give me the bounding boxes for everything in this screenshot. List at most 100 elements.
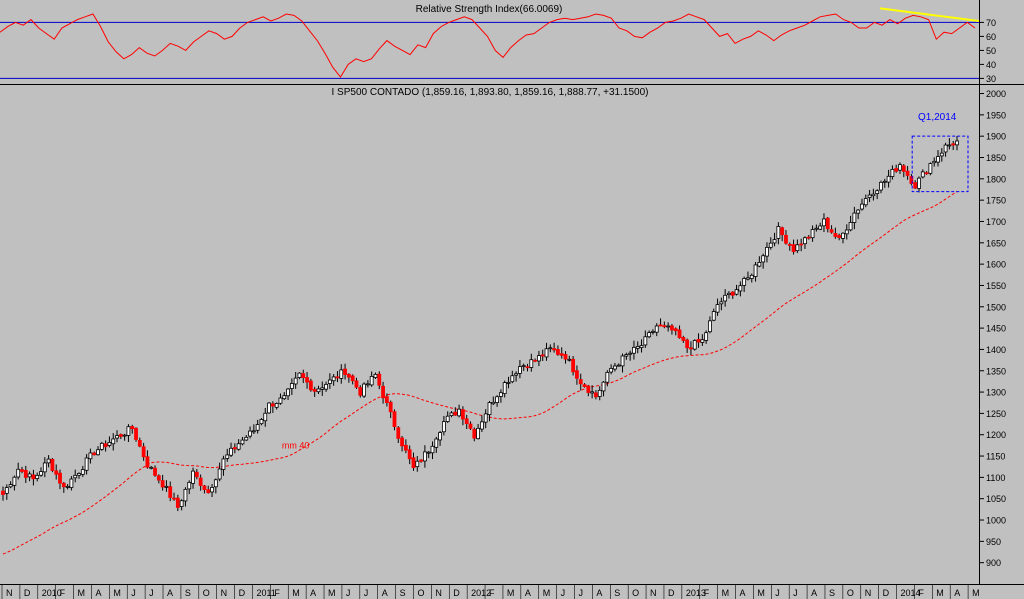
candle-body-up bbox=[772, 239, 777, 244]
candle bbox=[548, 344, 553, 353]
price-tick-label: 1700 bbox=[986, 217, 1006, 227]
candle bbox=[639, 339, 644, 353]
candle bbox=[765, 242, 769, 263]
candle-body-down bbox=[905, 170, 910, 176]
candle bbox=[438, 430, 442, 446]
candle-body-up bbox=[609, 368, 614, 373]
candle bbox=[183, 487, 188, 507]
candle bbox=[229, 442, 233, 458]
candle bbox=[920, 169, 925, 179]
candle-body-up bbox=[434, 438, 439, 448]
candle-body-up bbox=[692, 340, 697, 350]
candle-body-down bbox=[453, 411, 458, 416]
candle bbox=[324, 381, 328, 392]
price-tick-label: 1050 bbox=[986, 494, 1006, 504]
candle bbox=[221, 455, 226, 476]
x-tick-label: F bbox=[274, 588, 280, 598]
candle-body-down bbox=[194, 471, 199, 478]
x-tick-label: D bbox=[239, 588, 246, 598]
candle bbox=[708, 316, 712, 334]
candle-body-down bbox=[837, 234, 842, 239]
candle-body-down bbox=[909, 176, 914, 184]
candle-body-down bbox=[350, 375, 355, 382]
x-tick-label: M bbox=[543, 588, 551, 598]
candle bbox=[457, 404, 461, 418]
x-tick-label: A bbox=[596, 588, 602, 598]
candle bbox=[346, 373, 351, 383]
candle bbox=[46, 455, 51, 468]
candle bbox=[255, 419, 260, 434]
candle-body-up bbox=[753, 264, 758, 277]
candle-body-up bbox=[936, 156, 940, 163]
candle bbox=[867, 189, 872, 203]
candle-body-down bbox=[20, 469, 24, 472]
candle bbox=[149, 465, 154, 470]
candlesticks bbox=[1, 135, 959, 512]
candle-body-up bbox=[590, 391, 595, 394]
price-tick-label: 1650 bbox=[986, 238, 1006, 248]
candle bbox=[449, 411, 454, 418]
candle-body-up bbox=[217, 468, 222, 480]
candle bbox=[871, 188, 876, 201]
candle bbox=[42, 457, 47, 478]
candle-body-up bbox=[852, 212, 857, 223]
candle-body-up bbox=[111, 438, 116, 445]
candle-body-down bbox=[23, 469, 28, 478]
x-tick-label: M bbox=[292, 588, 300, 598]
candle-body-up bbox=[761, 255, 766, 263]
candle bbox=[559, 347, 564, 359]
candle-body-down bbox=[951, 143, 956, 146]
candle-body-up bbox=[77, 473, 81, 476]
highlight-box-label: Q1,2014 bbox=[918, 112, 957, 123]
x-tick-label: J bbox=[346, 588, 351, 598]
candle bbox=[88, 448, 93, 464]
candle bbox=[567, 355, 572, 362]
candle bbox=[392, 409, 397, 431]
candle bbox=[844, 224, 849, 240]
candle bbox=[103, 440, 108, 452]
candle-body-down bbox=[232, 447, 237, 450]
candle bbox=[191, 467, 195, 489]
candle-body-up bbox=[210, 487, 214, 493]
candle bbox=[400, 435, 404, 452]
candle bbox=[460, 406, 465, 426]
candle-body-up bbox=[628, 352, 633, 355]
price-tick-label: 950 bbox=[986, 537, 1001, 547]
candle-body-down bbox=[403, 444, 408, 451]
candle-body-up bbox=[643, 336, 648, 346]
candle-body-down bbox=[202, 485, 207, 491]
x-tick-label: M bbox=[113, 588, 121, 598]
candle bbox=[480, 415, 484, 433]
candle bbox=[430, 441, 435, 460]
price-tick-label: 1850 bbox=[986, 153, 1006, 163]
candle-body-down bbox=[460, 409, 465, 420]
candle bbox=[799, 238, 804, 252]
candle bbox=[803, 236, 807, 249]
x-tick-label: N bbox=[221, 588, 228, 598]
candle bbox=[829, 225, 834, 234]
candle-body-down bbox=[670, 325, 674, 331]
x-tick-label: O bbox=[417, 588, 424, 598]
candle bbox=[651, 329, 655, 335]
x-tick-label: J bbox=[561, 588, 566, 598]
candle bbox=[825, 216, 830, 233]
candle-body-down bbox=[677, 329, 682, 339]
candle-body-up bbox=[16, 468, 21, 478]
candle-body-up bbox=[69, 478, 74, 488]
candle-body-down bbox=[806, 236, 811, 239]
candle-body-up bbox=[639, 345, 644, 348]
candle-body-up bbox=[620, 355, 625, 367]
x-tick-label: 2013 bbox=[686, 588, 706, 598]
price-tick-label: 1950 bbox=[986, 110, 1006, 120]
candle bbox=[248, 426, 252, 439]
candle bbox=[852, 206, 857, 230]
candle bbox=[411, 452, 416, 471]
candle bbox=[749, 273, 754, 283]
candle bbox=[270, 401, 275, 413]
rsi-tick-label: 70 bbox=[986, 18, 996, 28]
x-tick-label: M bbox=[972, 588, 980, 598]
x-tick-label: F bbox=[60, 588, 66, 598]
candle-body-down bbox=[791, 244, 796, 253]
candle bbox=[616, 363, 621, 367]
candle-body-up bbox=[331, 376, 336, 382]
